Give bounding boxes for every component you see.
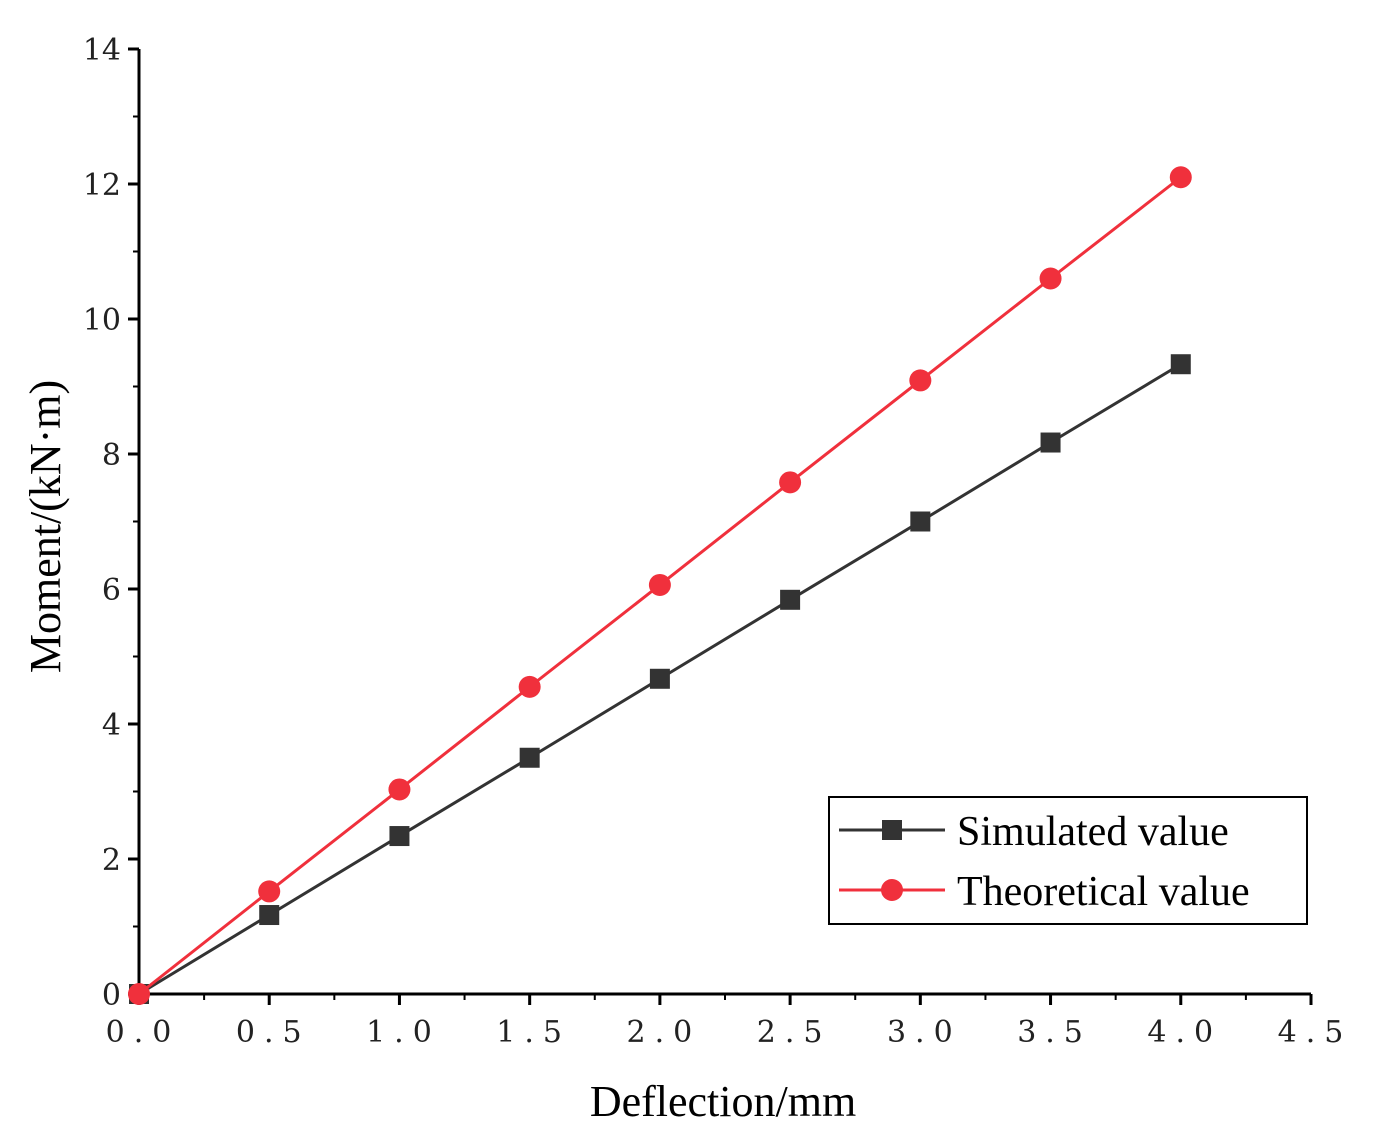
x-axis-title: Deflection/mm <box>590 1077 856 1126</box>
x-tick-label: 0.0 <box>106 1015 181 1050</box>
series-layer <box>128 166 1192 1005</box>
legend-label: Theoretical value <box>957 869 1250 915</box>
legend-label: Simulated value <box>957 809 1229 855</box>
data-point-circle <box>388 778 411 801</box>
y-tick-label: 10 <box>83 303 121 338</box>
x-tick-label: 3.0 <box>887 1015 962 1050</box>
x-tick-label: 2.5 <box>757 1015 832 1050</box>
x-axis-ticks: 0.0 0.5 1.0 1.5 2.0 2.5 3.0 3.5 4.0 4.5 <box>106 994 1353 1050</box>
series-theoretical-value <box>128 166 1192 1005</box>
y-tick-label: 0 <box>102 978 121 1013</box>
y-tick-label: 4 <box>102 708 121 743</box>
x-tick-label: 3.5 <box>1017 1015 1092 1050</box>
data-point-circle <box>648 573 671 596</box>
data-point-square <box>519 747 540 768</box>
data-point-square <box>882 820 902 840</box>
x-tick-label: 1.5 <box>496 1015 571 1050</box>
data-point-square <box>910 511 931 532</box>
data-point-square <box>259 905 280 926</box>
data-point-circle <box>518 675 541 698</box>
data-point-circle <box>779 471 802 494</box>
x-tick-label: 4.0 <box>1147 1015 1222 1050</box>
x-tick-label: 0.5 <box>236 1015 311 1050</box>
y-tick-label: 2 <box>102 843 121 878</box>
data-point-circle <box>258 880 281 903</box>
legend-item: Simulated value <box>839 809 1229 855</box>
data-point-square <box>649 668 670 689</box>
y-tick-label: 14 <box>83 33 121 68</box>
data-point-square <box>1040 432 1061 453</box>
y-axis-ticks: 0 2 4 6 8 10 12 14 <box>83 33 139 1013</box>
legend-box <box>828 796 1308 925</box>
x-tick-label: 1.0 <box>366 1015 441 1050</box>
x-tick-label: 2.0 <box>627 1015 702 1050</box>
data-point-circle <box>909 369 932 392</box>
data-point-circle <box>1169 166 1192 189</box>
data-point-circle <box>1039 267 1062 290</box>
data-point-circle <box>128 983 150 1005</box>
y-axis-title: Moment/(kN·m) <box>21 380 70 673</box>
y-tick-label: 6 <box>102 573 121 608</box>
x-tick-label: 4.5 <box>1278 1015 1353 1050</box>
y-tick-label: 8 <box>102 438 121 473</box>
data-point-square <box>780 589 801 610</box>
y-tick-label: 12 <box>83 168 121 203</box>
data-point-square <box>1170 354 1191 375</box>
data-point-square <box>389 826 410 847</box>
legend: Simulated value Theoretical value <box>828 796 1308 925</box>
legend-item: Theoretical value <box>839 869 1250 915</box>
data-point-circle <box>881 879 903 901</box>
